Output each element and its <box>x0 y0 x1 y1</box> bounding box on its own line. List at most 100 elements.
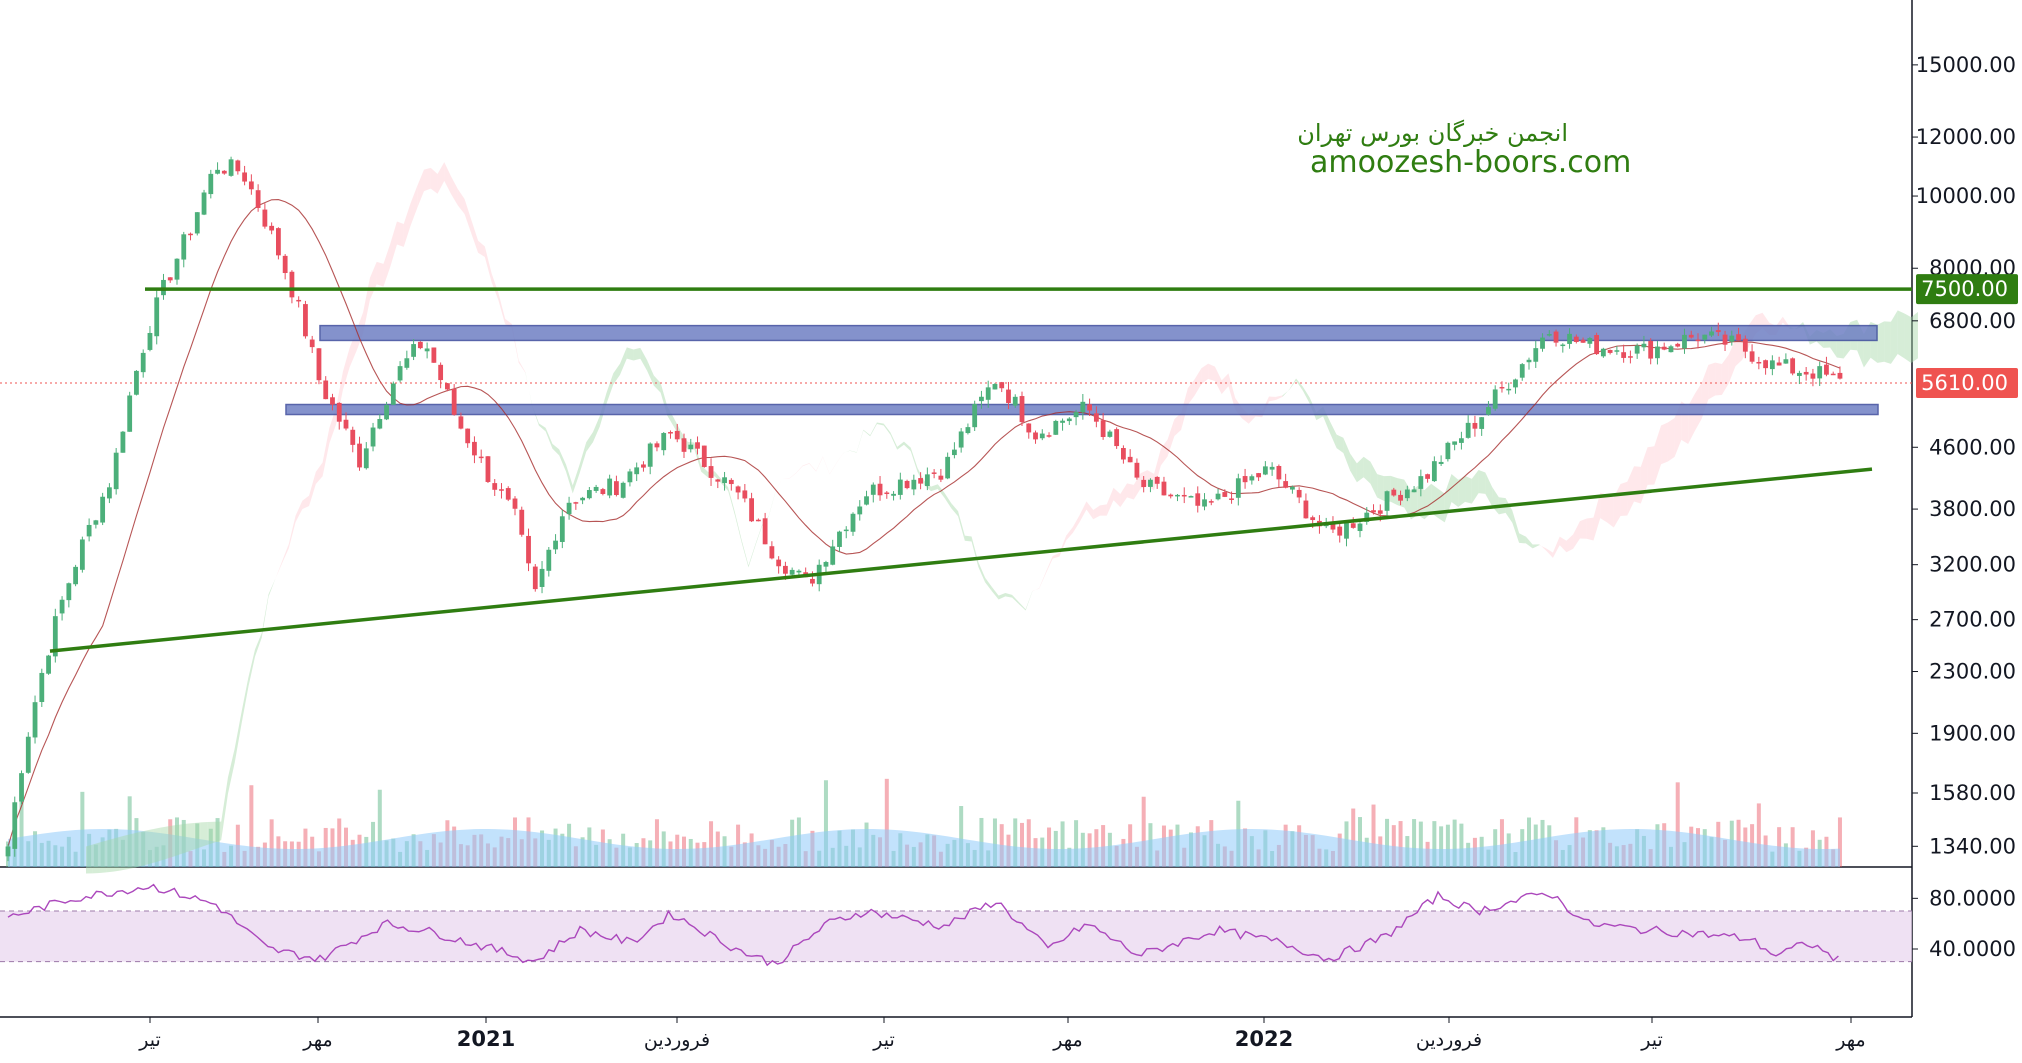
candle-body <box>1357 523 1363 532</box>
candle-body <box>1783 359 1789 364</box>
cloud-segment <box>1018 602 1026 611</box>
candle-body <box>357 443 362 468</box>
candle-body <box>86 524 92 537</box>
candle-body <box>1506 388 1512 391</box>
candle-body <box>1235 478 1241 498</box>
cloud-segment <box>640 347 648 371</box>
cloud-segment <box>1613 484 1621 528</box>
volume-bar <box>1020 822 1024 867</box>
candle-body <box>742 490 748 499</box>
time-tick-label: فروردین <box>1416 1029 1482 1051</box>
cloud-segment <box>795 465 803 474</box>
candle-body <box>1148 479 1153 487</box>
cloud-segment <box>1458 475 1466 507</box>
candle-body <box>1465 422 1471 438</box>
cloud-segment <box>1086 501 1094 520</box>
cloud-segment <box>437 162 445 194</box>
candle-body <box>1418 476 1424 489</box>
candle-body <box>600 489 606 494</box>
cloud-segment <box>653 375 661 393</box>
candle-body <box>1337 526 1343 536</box>
volume-bar <box>1418 821 1423 867</box>
candle-body <box>580 497 585 501</box>
cloud-segment <box>227 748 235 794</box>
candle-body <box>911 479 917 490</box>
cloud-segment <box>565 464 573 494</box>
volume-bar <box>1445 824 1450 867</box>
cloud-segment <box>322 428 330 477</box>
candle-body <box>938 475 944 480</box>
volume-layer <box>6 778 1842 867</box>
candle-body <box>1628 356 1633 358</box>
candle-body <box>1053 420 1059 435</box>
candle-body <box>1526 359 1532 363</box>
candle-body <box>769 546 775 559</box>
candle-body <box>958 431 964 448</box>
candle-body <box>134 370 139 395</box>
cloud-segment <box>113 836 120 872</box>
candle-body <box>1695 339 1701 342</box>
volume-bar <box>1053 830 1058 867</box>
volume-bar <box>959 806 964 867</box>
cloud-segment <box>1444 473 1452 523</box>
cloud-segment <box>1072 514 1080 533</box>
candle-body <box>1006 389 1011 403</box>
candle-body <box>1215 493 1221 500</box>
cloud-segment <box>1120 483 1128 508</box>
candle-body <box>1019 396 1025 423</box>
candle-body <box>566 502 572 515</box>
ascending-trendline <box>49 467 1873 653</box>
axes-layer: 15000.0012000.0010000.008000.006800.0046… <box>138 53 2018 1051</box>
candle-body <box>1824 364 1829 375</box>
candle-body <box>1776 362 1782 366</box>
candle-body <box>485 456 491 482</box>
cloud-segment <box>1485 472 1493 507</box>
cloud-segment <box>1160 439 1168 466</box>
cloud-segment <box>140 830 147 867</box>
candle-body <box>850 513 856 532</box>
candle-body <box>870 484 876 495</box>
cloud-segment <box>694 442 702 472</box>
volume-bar <box>709 821 714 867</box>
cloud-segment <box>194 822 201 850</box>
candle-body <box>1066 418 1072 422</box>
volume-bar <box>1060 821 1065 867</box>
candle-body <box>1736 334 1741 341</box>
cloud-segment <box>1640 447 1648 504</box>
candle-body <box>417 341 423 349</box>
candle-body <box>1073 412 1079 418</box>
candle-body <box>695 442 700 449</box>
candle-body <box>107 487 112 499</box>
cloud-segment <box>958 511 965 541</box>
cloud-segment <box>1174 413 1182 437</box>
candle-body <box>972 403 978 428</box>
candle-body <box>1830 373 1836 376</box>
volume-bar <box>1074 820 1079 867</box>
candle-body <box>1060 420 1065 423</box>
volume-bar <box>1837 817 1842 867</box>
price-tick-label: 1580.00 <box>1929 781 2016 805</box>
candle-body <box>113 452 119 490</box>
cloud-segment <box>1688 393 1695 445</box>
price-badge-5610.00 <box>1916 368 2018 399</box>
candle-body <box>614 481 619 496</box>
candle-body <box>1567 333 1572 344</box>
cloud-segment <box>789 473 796 479</box>
volume-bar <box>1101 825 1106 867</box>
candle-body <box>1729 335 1735 342</box>
watermark-title: انجمن خبرگان بورس تهران <box>1297 119 1568 147</box>
cloud-segment <box>1559 536 1567 553</box>
cloud-segment <box>843 450 850 454</box>
volume-bar <box>1385 818 1390 867</box>
candle-body <box>79 539 85 570</box>
cloud-segment <box>1627 466 1635 516</box>
candle-body <box>992 384 998 390</box>
price-zone-1 <box>319 324 1878 342</box>
candle-body <box>235 160 241 172</box>
cloud-segment <box>1715 362 1722 396</box>
cloud-segment <box>1059 535 1067 557</box>
candle-body <box>127 395 133 432</box>
candle-body <box>1039 433 1045 439</box>
cloud-segment <box>261 594 269 638</box>
cloud-segment <box>1296 378 1303 391</box>
